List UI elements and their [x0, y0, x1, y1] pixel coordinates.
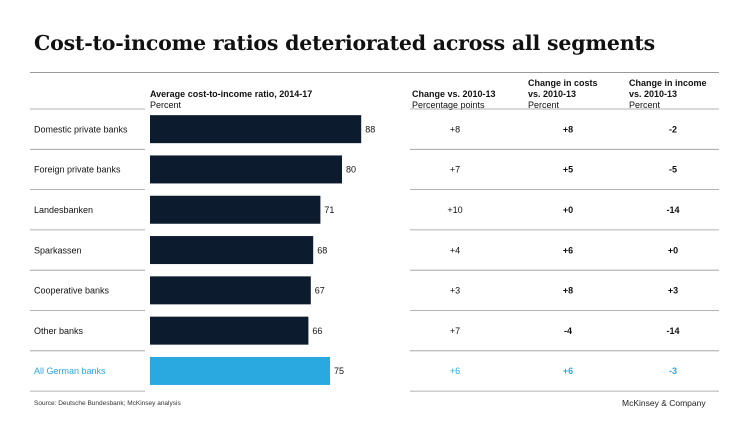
brand-label: McKinsey & Company: [622, 398, 706, 408]
change-income-header: Change in income vs. 2010-13 Percent: [629, 78, 707, 111]
bar-value-label: 88: [365, 124, 375, 134]
change-income-value: -2: [669, 124, 677, 134]
bar: [150, 195, 321, 224]
bar: [150, 155, 342, 184]
change-costs-title-2: vs. 2010-13: [528, 89, 577, 99]
bar: [150, 356, 330, 385]
change-income-value: -14: [666, 205, 679, 215]
bar-value-label: 68: [317, 245, 327, 255]
bar-column-title: Average cost-to-income ratio, 2014-17: [150, 89, 313, 99]
change-costs-title-1: Change in costs: [528, 78, 598, 88]
change-pp-value: +8: [450, 124, 460, 134]
category-label: Foreign private banks: [34, 165, 121, 175]
source-note: Source: Deutsche Bundesbank; McKinsey an…: [34, 400, 181, 407]
bar-column-unit: Percent: [150, 100, 182, 110]
change-pp-value: +7: [450, 165, 460, 175]
change-pp-value: +7: [450, 326, 460, 336]
change-pp-value: +3: [450, 286, 460, 296]
page-title: Cost-to-income ratios deteriorated acros…: [34, 31, 656, 55]
change-income-value: -5: [669, 165, 677, 175]
bar-value-label: 75: [334, 366, 344, 376]
change-pp-header: Change vs. 2010-13 Percentage points: [412, 89, 496, 111]
change-pp-value: +6: [450, 366, 460, 376]
change-pp-title: Change vs. 2010-13: [412, 89, 496, 99]
category-label: All German banks: [34, 366, 106, 376]
change-costs-unit: Percent: [528, 100, 560, 110]
category-label: Other banks: [34, 326, 84, 336]
change-income-value: +3: [668, 286, 678, 296]
change-income-value: -3: [669, 366, 677, 376]
change-costs-value: +5: [563, 165, 573, 175]
bar: [150, 236, 314, 265]
bar-value-label: 66: [312, 326, 322, 336]
change-pp-value: +4: [450, 245, 460, 255]
change-costs-value: +8: [563, 286, 573, 296]
category-label: Sparkassen: [34, 245, 82, 255]
bar: [150, 316, 309, 345]
bar: [150, 115, 362, 144]
change-income-value: -14: [666, 326, 679, 336]
category-label: Domestic private banks: [34, 124, 128, 134]
change-pp-unit: Percentage points: [412, 100, 485, 110]
change-income-value: +0: [668, 245, 678, 255]
bar-value-label: 80: [346, 165, 356, 175]
change-costs-value: -4: [564, 326, 572, 336]
change-costs-value: +6: [563, 366, 573, 376]
bar-value-label: 71: [324, 205, 334, 215]
bar-column-header: Average cost-to-income ratio, 2014-17 Pe…: [150, 89, 312, 111]
bar-value-label: 67: [315, 286, 325, 296]
change-costs-header: Change in costs vs. 2010-13 Percent: [528, 78, 598, 111]
change-income-title-2: vs. 2010-13: [629, 89, 678, 99]
category-label: Cooperative banks: [34, 286, 110, 296]
change-costs-value: +8: [563, 124, 573, 134]
change-costs-value: +6: [563, 245, 573, 255]
change-pp-value: +10: [447, 205, 462, 215]
title-divider: [30, 72, 719, 73]
change-income-unit: Percent: [629, 100, 661, 110]
bar: [150, 276, 311, 305]
category-label: Landesbanken: [34, 205, 93, 215]
change-costs-value: +0: [563, 205, 573, 215]
change-income-title-1: Change in income: [629, 78, 707, 88]
